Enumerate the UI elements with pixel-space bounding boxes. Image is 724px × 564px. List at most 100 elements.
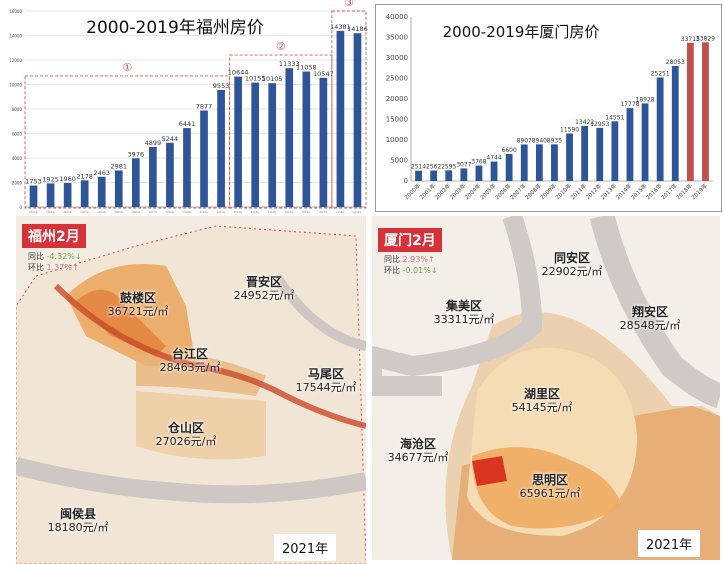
data-label: 33715	[681, 36, 700, 43]
data-label: 8935	[547, 137, 562, 144]
fuzhou-stats: 同比 -4.32%↓ 环比 1.37%↑	[28, 251, 82, 273]
x-tick-label: 2004年	[97, 210, 106, 214]
x-tick-label: 2013年	[251, 210, 260, 214]
y-tick-label: 0	[404, 177, 408, 185]
bar	[566, 133, 573, 181]
fuzhou-map: 福州2月 同比 -4.32%↓ 环比 1.37%↑ 鼓楼区 36721元/㎡ 晋安…	[16, 216, 366, 564]
x-tick-label: 2005年	[114, 210, 123, 214]
y-tick-label: 30000	[386, 54, 408, 62]
bar	[475, 165, 483, 181]
data-label: 10155	[245, 75, 266, 83]
x-tick-label: 2019年	[353, 210, 362, 214]
x-tick-label: 2009年	[183, 210, 192, 214]
bar	[626, 108, 634, 181]
y-tick-label: 2000	[12, 181, 23, 186]
data-label: 8907	[517, 137, 532, 144]
y-tick-label: 20000	[386, 95, 408, 103]
y-tick-label: 40000	[386, 13, 408, 21]
x-tick-label: 2011年	[217, 210, 226, 214]
bar	[581, 125, 589, 181]
bar	[490, 161, 498, 181]
data-label: 10644	[228, 69, 249, 77]
x-tick-label: 2019年	[689, 181, 709, 201]
y-tick-label: 8000	[12, 107, 23, 112]
x-tick-label: 2001年	[46, 210, 55, 214]
fuzhou-year-label: 2021年	[274, 534, 337, 561]
x-tick-label: 2007年	[148, 210, 157, 214]
data-label: 28053	[666, 59, 685, 66]
district-taijiang: 台江区 28463元/㎡	[159, 347, 221, 375]
y-tick-label: 10000	[386, 136, 408, 144]
chart-title: 2000-2019年福州房价	[86, 18, 264, 38]
fuzhou-price-chart: 0 2000 4000 6000 8000 10000 12000 14000 16000 175…	[0, 0, 370, 215]
xiamen-stats: 同比 2.93%↑ 环比 -0.01%↓	[384, 254, 438, 276]
fuzhou-month-badge: 福州2月	[22, 224, 86, 248]
data-label: 9553	[213, 82, 230, 90]
x-tick-label: 2003年	[80, 210, 89, 214]
data-label: 25251	[651, 70, 670, 77]
district-minhou: 闽侯县 18180元/㎡	[47, 507, 109, 535]
district-jimei: 集美区 33311元/㎡	[433, 299, 495, 327]
data-label: 2463	[93, 169, 110, 177]
data-label: 11333	[279, 60, 300, 68]
data-label: 17778	[620, 101, 639, 108]
bar	[217, 89, 225, 207]
data-label: 3768	[471, 159, 486, 166]
bar	[200, 110, 208, 207]
bar	[131, 158, 140, 207]
bar	[505, 153, 513, 181]
annotation-box	[24, 75, 231, 209]
annotation-box	[331, 10, 367, 209]
data-label: 8940	[532, 137, 547, 144]
x-tick-label: 2014年	[268, 210, 277, 214]
yoy-label: 同比	[384, 255, 400, 264]
mom-label: 环比	[384, 266, 400, 275]
y-tick-label: 14000	[9, 34, 22, 39]
bar	[611, 121, 619, 181]
bar	[234, 76, 242, 208]
data-label: 1960	[59, 175, 76, 183]
bar	[520, 144, 528, 181]
y-tick-label: 4000	[12, 156, 23, 161]
bar	[319, 77, 328, 207]
xiamen-map: 厦门2月 同比 2.93%↑ 环比 -0.01%↓ 同安区 22902元/㎡ 集美…	[372, 216, 720, 560]
bar	[80, 180, 89, 207]
district-jinan: 晋安区 24952元/㎡	[233, 275, 295, 303]
data-label: 5244	[162, 135, 179, 143]
data-label: 11590	[560, 126, 579, 133]
xiamen-map-graphic	[372, 216, 720, 560]
data-label: 2595	[441, 163, 456, 170]
bar	[46, 183, 55, 207]
bar	[302, 71, 311, 208]
data-label: 2981	[111, 162, 128, 170]
data-label: 2562	[426, 163, 441, 170]
xiamen-year-label: 2021年	[638, 530, 701, 557]
y-tick-label: 16000	[9, 9, 22, 14]
yoy-value: -4.32%↓	[46, 252, 82, 261]
yoy-label: 同比	[28, 252, 44, 261]
xiamen-chart-svg: 0 5000 10000 15000 20000 25000 30000 35000 40000…	[386, 13, 715, 201]
district-siming: 思明区 65961元/㎡	[519, 473, 581, 501]
x-tick-label: 2008年	[165, 210, 174, 214]
data-label: 4744	[486, 155, 501, 162]
x-tick-label: 2000年	[29, 210, 38, 214]
data-label: 6600	[502, 147, 517, 154]
x-tick-label: 2017年	[319, 210, 328, 214]
annotation-label: ③	[344, 0, 354, 9]
bar	[166, 142, 174, 207]
mom-value: -0.01%↓	[402, 266, 438, 275]
bar	[641, 103, 649, 181]
y-tick-label: 5000	[390, 157, 408, 165]
y-tick-label: 6000	[12, 132, 23, 137]
x-tick-label: 2002年	[63, 210, 72, 214]
x-tick-label: 2016年	[302, 210, 311, 214]
bar	[285, 68, 294, 208]
xiamen-month-badge: 厦门2月	[378, 228, 442, 252]
district-cangshan: 仓山区 27026元/㎡	[155, 421, 217, 449]
y-tick-label: 25000	[386, 75, 408, 83]
district-haicang: 海沧区 34677元/㎡	[387, 437, 449, 465]
y-tick-label: 0	[19, 205, 22, 210]
bar	[671, 65, 679, 181]
district-huli: 湖里区 54145元/㎡	[511, 387, 573, 415]
bar	[268, 83, 277, 207]
